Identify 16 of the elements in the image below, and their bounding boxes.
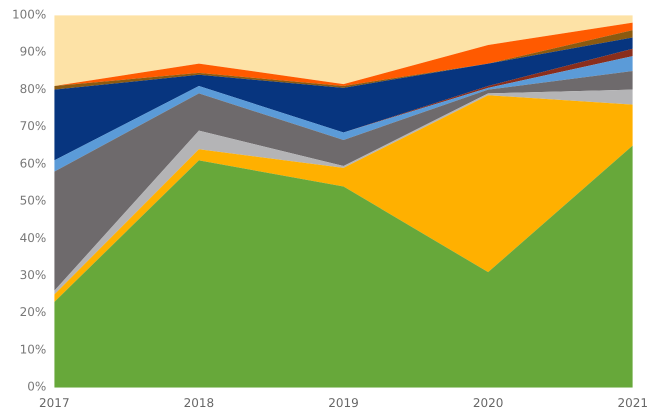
x-tick-label: 2018	[184, 396, 214, 410]
x-tick-label: 2019	[328, 396, 359, 410]
y-tick-label: 30%	[20, 268, 46, 282]
x-tick-label: 2020	[472, 396, 504, 410]
y-tick-label: 100%	[12, 7, 46, 22]
y-tick-label: 70%	[20, 119, 46, 134]
x-tick-label: 2017	[39, 396, 70, 410]
y-tick-label: 60%	[20, 156, 46, 170]
y-tick-label: 0%	[27, 380, 46, 394]
y-tick-label: 20%	[20, 305, 46, 320]
y-tick-label: 90%	[20, 44, 46, 59]
x-tick-label: 2021	[617, 396, 648, 410]
y-tick-label: 80%	[20, 82, 46, 96]
y-tick-label: 10%	[20, 342, 46, 356]
y-tick-label: 40%	[20, 230, 46, 245]
y-tick-label: 50%	[20, 194, 46, 208]
